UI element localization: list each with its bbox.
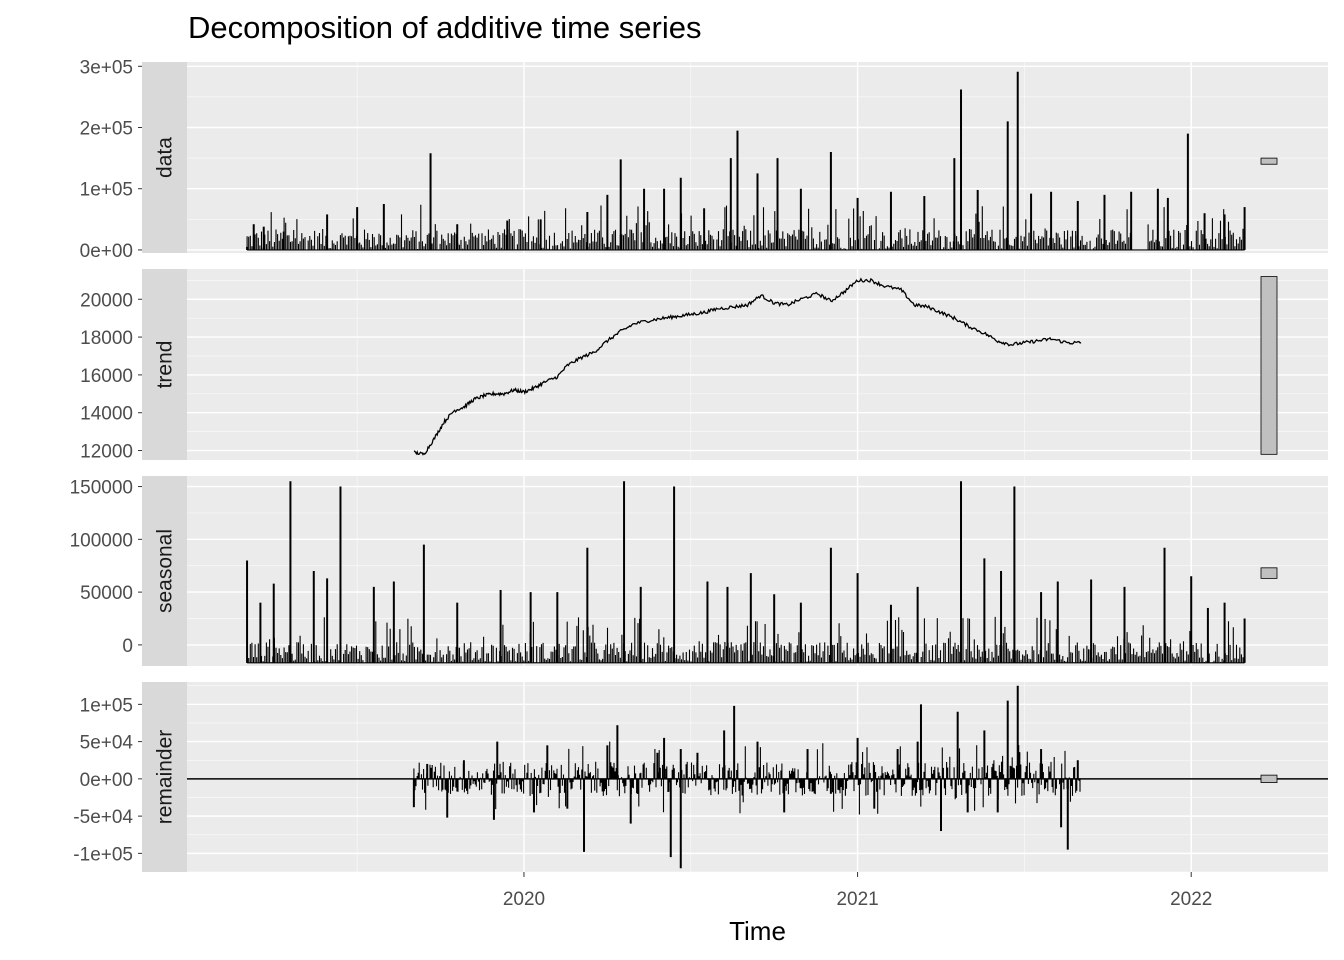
y-tick-label: 12000 <box>80 442 133 463</box>
y-tick-label: 16000 <box>80 366 133 387</box>
strip-label-data: data <box>154 137 177 178</box>
y-tick-label: 5e+04 <box>80 733 134 754</box>
scale-bar <box>1260 567 1278 579</box>
y-tick-label: -5e+04 <box>73 807 133 828</box>
scale-bar <box>1260 157 1278 165</box>
y-tick-label: 0 <box>122 636 133 657</box>
y-tick-label: 0e+00 <box>80 770 133 791</box>
x-axis: 2020 2021 2022 Time <box>503 872 1212 946</box>
x-axis-title: Time <box>729 916 786 946</box>
panel-remainder: remainder -1e+05 -5e+04 0e+00 5e+04 1e+05 <box>73 682 1328 873</box>
scale-bar <box>1260 276 1278 455</box>
y-tick-label: -1e+05 <box>73 844 133 865</box>
y-tick-label: 14000 <box>80 404 133 425</box>
y-tick-label: 50000 <box>80 583 133 604</box>
x-tick-label: 2022 <box>1170 889 1212 910</box>
y-tick-label: 2e+05 <box>80 119 133 140</box>
series-noise <box>246 204 1244 250</box>
strip-label-remainder: remainder <box>154 730 177 825</box>
series-seasonal <box>246 481 1246 664</box>
y-tick-label: 100000 <box>70 530 133 551</box>
strip-label-trend: trend <box>154 341 177 389</box>
x-tick-label: 2021 <box>836 889 878 910</box>
y-tick-label: 20000 <box>80 290 133 311</box>
strip-remainder <box>142 682 187 872</box>
y-tick-label: 3e+05 <box>80 57 133 78</box>
panel-data: data 0e+00 1e+05 2e+05 3e+05 <box>80 57 1328 262</box>
series-data <box>246 71 1246 251</box>
chart-title: Decomposition of additive time series <box>188 10 702 45</box>
y-tick-label: 150000 <box>70 478 133 499</box>
strip-data <box>142 62 187 253</box>
series-remainder <box>412 685 1081 869</box>
series-trend <box>413 277 1082 456</box>
panel-seasonal: seasonal 0 50000 100000 150000 <box>70 476 1328 666</box>
strip-trend <box>142 269 187 460</box>
y-tick-label: 1e+05 <box>80 180 133 201</box>
scale-bar <box>1260 774 1278 783</box>
strip-seasonal <box>142 476 187 666</box>
strip-label-seasonal: seasonal <box>154 529 177 613</box>
panel-background <box>187 269 1328 460</box>
y-tick-label: 1e+05 <box>80 695 133 716</box>
panel-trend: trend 12000 14000 16000 18000 20000 <box>80 269 1328 463</box>
y-tick-label: 18000 <box>80 328 133 349</box>
x-tick-label: 2020 <box>503 889 545 910</box>
y-tick-label: 0e+00 <box>80 241 133 262</box>
